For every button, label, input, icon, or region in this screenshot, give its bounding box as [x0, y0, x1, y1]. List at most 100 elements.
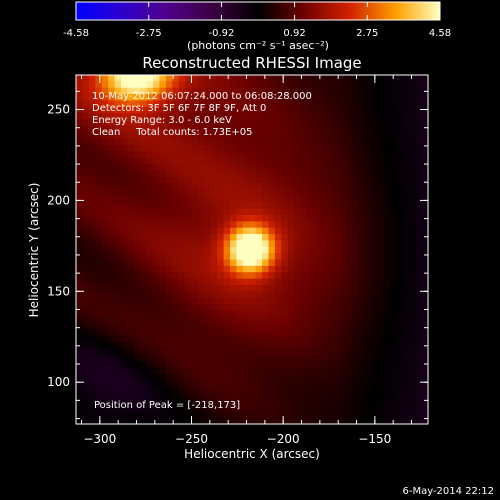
heatmap-cell: [217, 214, 225, 222]
heatmap-cell: [429, 94, 436, 101]
heatmap-cell: [95, 425, 102, 432]
heatmap-cell: [307, 253, 315, 261]
heatmap-cell: [255, 81, 263, 89]
heatmap-cell: [153, 113, 161, 121]
heatmap-cell: [197, 399, 205, 407]
heatmap-cell: [95, 265, 103, 273]
heatmap-cell: [390, 342, 398, 350]
heatmap-cell: [255, 138, 263, 146]
heatmap-cell: [351, 246, 359, 254]
heatmap-cell: [223, 361, 231, 369]
heatmap-cell: [159, 310, 167, 318]
heatmap-cell: [76, 240, 84, 248]
heatmap-cell: [172, 221, 180, 229]
heatmap-cell: [377, 310, 385, 318]
heatmap-cell: [377, 106, 385, 114]
heatmap-cell: [114, 189, 122, 197]
heatmap-cell: [76, 221, 84, 229]
heatmap-cell: [217, 221, 225, 229]
heatmap-cell: [88, 323, 96, 331]
heatmap-cell: [281, 157, 289, 165]
heatmap-cell: [140, 374, 148, 381]
heatmap-cell: [114, 380, 122, 388]
heatmap-cell: [82, 234, 90, 242]
heatmap-cell: [281, 304, 289, 311]
heatmap-cell: [294, 342, 302, 350]
heatmap-cell: [409, 189, 417, 197]
heatmap-cell: [364, 412, 372, 420]
heatmap-cell: [185, 335, 193, 343]
heatmap-cell: [351, 405, 359, 413]
heatmap-cell: [223, 157, 231, 165]
heatmap-cell: [403, 253, 411, 261]
heatmap-cell: [255, 361, 263, 369]
heatmap-cell: [332, 106, 340, 114]
heatmap-cell: [409, 367, 417, 375]
heatmap-cell: [133, 405, 141, 413]
heatmap-cell: [76, 304, 84, 311]
heatmap-cell: [191, 297, 199, 305]
heatmap-cell: [114, 361, 122, 369]
heatmap-cell: [345, 342, 353, 350]
heatmap-cell: [384, 164, 392, 172]
heatmap-cell: [364, 246, 372, 254]
heatmap-cell: [274, 202, 282, 210]
heatmap-cell: [95, 151, 103, 159]
heatmap-cell: [262, 342, 270, 350]
heatmap-cell: [197, 240, 205, 248]
heatmap-cell: [165, 310, 173, 318]
heatmap-cell: [396, 195, 404, 203]
heatmap-cell: [178, 138, 186, 146]
heatmap-cell: [390, 170, 398, 178]
heatmap-cell: [371, 374, 379, 381]
heatmap-cell: [242, 234, 250, 242]
heatmap-cell: [82, 348, 90, 356]
heatmap-cell: [319, 75, 327, 82]
heatmap-cell: [120, 386, 128, 394]
heatmap-cell: [223, 234, 231, 242]
heatmap-cell: [429, 215, 436, 222]
heatmap-cell: [146, 335, 154, 343]
heatmap-cell: [127, 393, 135, 401]
heatmap-cell: [377, 374, 385, 381]
heatmap-cell: [319, 335, 327, 343]
heatmap-cell: [429, 285, 436, 292]
heatmap-cell: [230, 151, 238, 159]
heatmap-cell: [178, 354, 186, 362]
heatmap-cell: [242, 106, 250, 114]
heatmap-cell: [178, 106, 186, 114]
heatmap-cell: [153, 240, 161, 248]
heatmap-cell: [371, 87, 379, 95]
heatmap-cell: [281, 284, 289, 292]
heatmap-cell: [287, 176, 295, 184]
heatmap-cell: [274, 291, 282, 299]
heatmap-cell: [191, 316, 199, 324]
heatmap-cell: [333, 425, 340, 432]
heatmap-cell: [326, 221, 334, 229]
heatmap-cell: [339, 291, 347, 299]
heatmap-cell: [384, 367, 392, 375]
heatmap-cell: [384, 100, 392, 108]
heatmap-cell: [416, 284, 424, 292]
heatmap-cell: [429, 253, 436, 260]
heatmap-cell: [403, 291, 411, 299]
heatmap-cell: [146, 386, 154, 394]
heatmap-cell: [191, 354, 199, 362]
heatmap-cell: [281, 214, 289, 222]
heatmap-cell: [230, 157, 238, 165]
heatmap-cell: [146, 253, 154, 261]
heatmap-cell: [268, 310, 276, 318]
heatmap-cell: [294, 367, 302, 375]
heatmap-cell: [133, 189, 141, 197]
heatmap-cell: [403, 170, 411, 178]
heatmap-cell: [210, 253, 218, 261]
heatmap-cell: [172, 399, 180, 407]
heatmap-cell: [204, 405, 212, 413]
heatmap-cell: [159, 94, 167, 102]
heatmap-cell: [326, 234, 334, 242]
heatmap-cell: [101, 335, 109, 343]
heatmap-cell: [108, 354, 116, 362]
heatmap-cell: [339, 253, 347, 261]
heatmap-cell: [429, 291, 436, 298]
heatmap-cell: [82, 113, 90, 121]
